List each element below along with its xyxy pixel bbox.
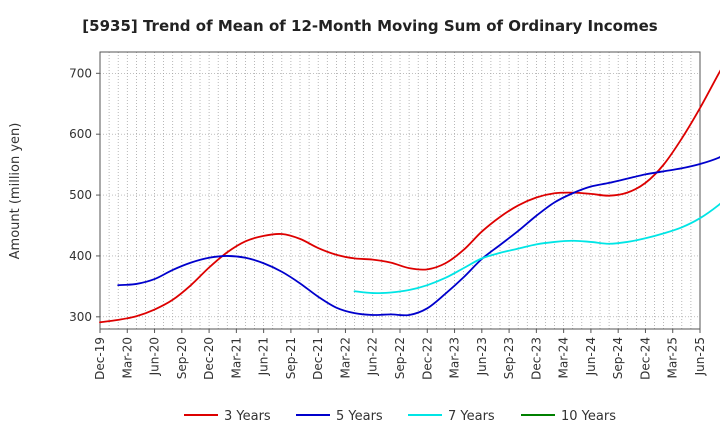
x-tick-label: Sep-20 [175,337,189,379]
y-tick-label: 700 [69,66,92,80]
x-tick-label: Dec-20 [202,337,216,380]
x-tick-label: Dec-22 [420,337,434,380]
x-tick-label: Dec-19 [93,337,107,380]
x-tick-label: Mar-23 [448,337,462,378]
legend: 3 Years 5 Years 7 Years 10 Years [184,409,616,424]
x-tick-label: Jun-22 [366,337,380,376]
y-axis: 300 400 500 600 700 [69,66,100,324]
x-tick-label: Mar-20 [120,337,134,378]
series-line-3-years [99,69,720,324]
x-tick-label: Jun-20 [148,337,162,376]
x-tick-label: Mar-25 [666,337,680,378]
series-lines [99,69,720,324]
series-line-7-years [353,202,720,295]
legend-label-5-years: 5 Years [336,409,383,424]
x-tick-label: Mar-22 [338,337,352,378]
x-tick-label: Sep-23 [502,337,516,379]
x-tick-label: Dec-24 [638,337,652,380]
x-tick-label: Jun-21 [257,337,271,376]
legend-label-10-years: 10 Years [561,409,616,424]
chart-title: [5935] Trend of Mean of 12-Month Moving … [82,17,657,35]
grid-lines [100,52,700,329]
legend-label-3-years: 3 Years [224,409,271,424]
legend-label-7-years: 7 Years [448,409,495,424]
x-tick-label: Jun-23 [475,337,489,376]
y-tick-label: 300 [69,310,92,324]
x-tick-label: Jun-24 [584,337,598,376]
y-axis-label: Amount (million yen) [8,123,23,260]
x-tick-label: Sep-21 [284,337,298,379]
x-tick-label: Mar-24 [557,337,571,378]
y-tick-label: 500 [69,188,92,202]
x-tick-label: Jun-25 [693,337,707,376]
y-tick-label: 400 [69,249,92,263]
y-tick-label: 600 [69,127,92,141]
x-axis: Dec-19 Mar-20 Jun-20 Sep-20 Dec-20 Mar-21 Jun-… [93,329,707,380]
series-line-5-years [117,156,720,317]
x-tick-label: Sep-24 [611,337,625,379]
x-tick-label: Dec-21 [311,337,325,380]
x-tick-label: Mar-21 [229,337,243,378]
x-tick-label: Dec-23 [529,337,543,380]
x-tick-label: Sep-22 [393,337,407,379]
